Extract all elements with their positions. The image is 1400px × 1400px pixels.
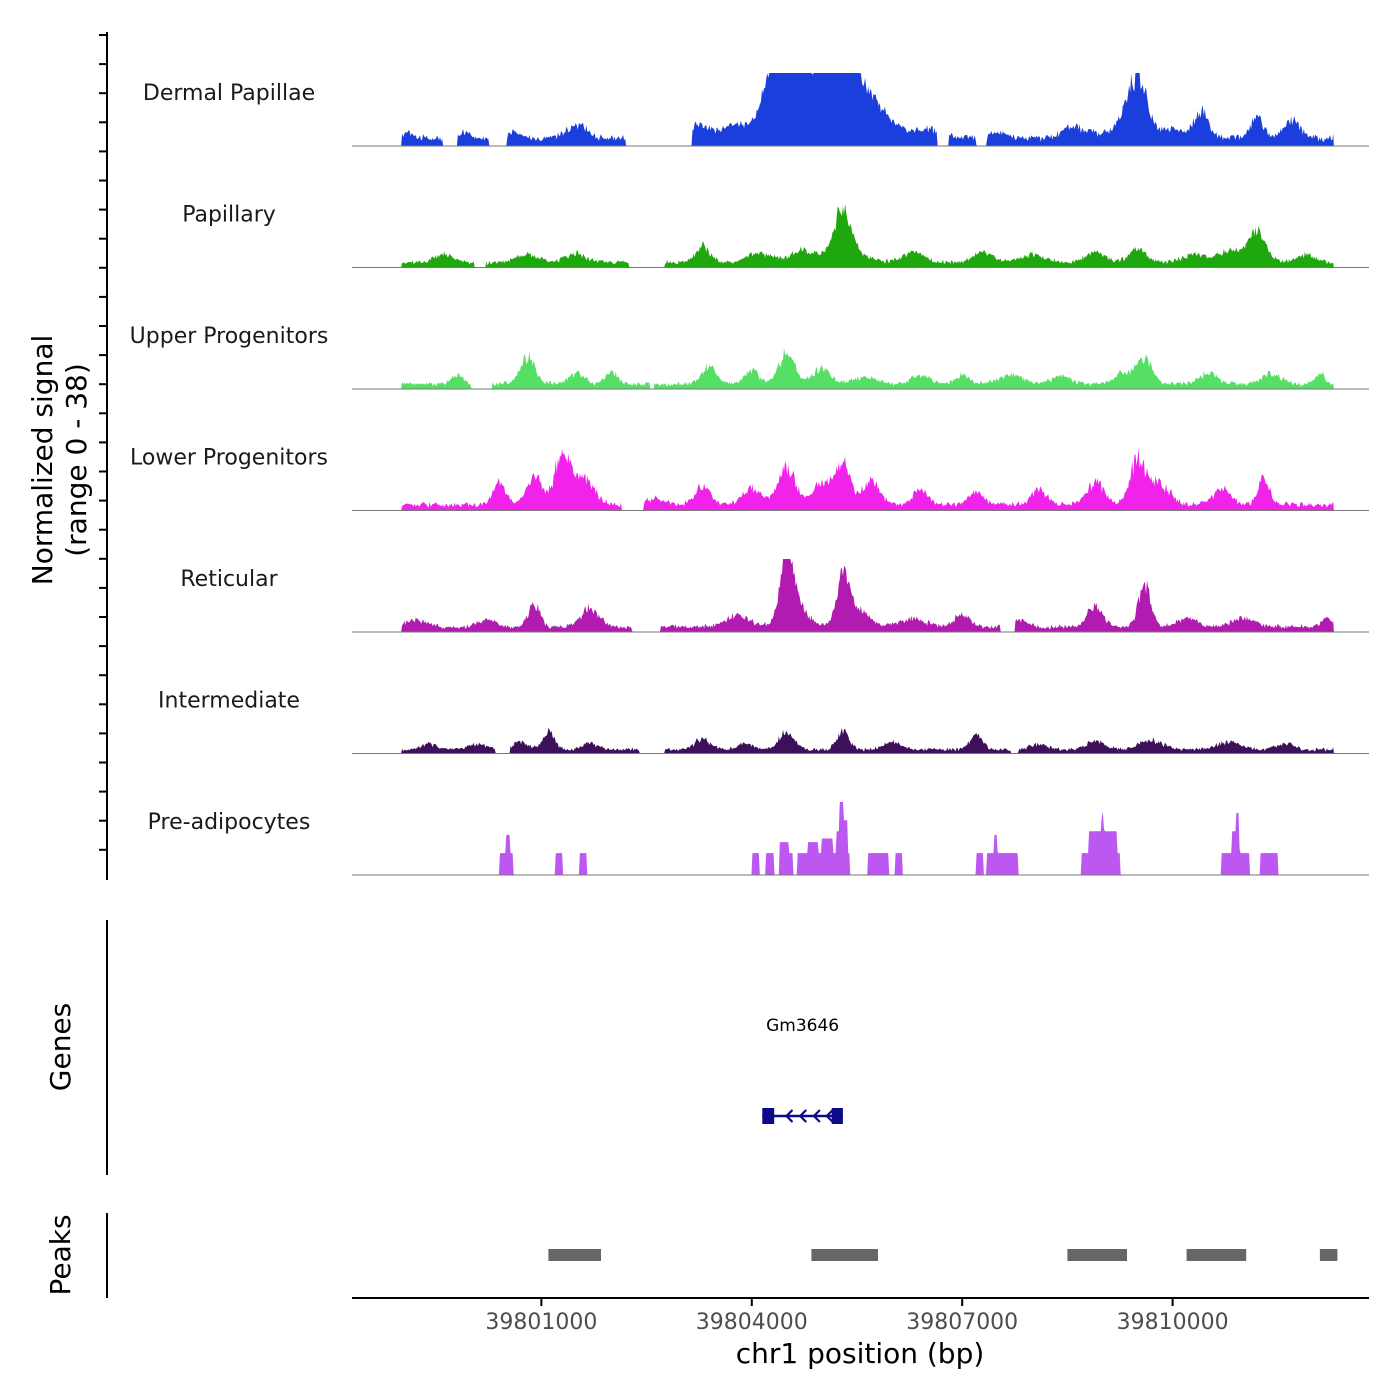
signal-area bbox=[401, 559, 1334, 632]
track-label: Dermal Papillae bbox=[143, 81, 315, 106]
signal-y-axis-ticks bbox=[99, 34, 107, 851]
gene-exon bbox=[831, 1108, 843, 1124]
strand-arrow bbox=[784, 1109, 794, 1123]
x-tick-label: 39810000 bbox=[1117, 1310, 1229, 1335]
track-papillary: Papillary bbox=[182, 203, 1369, 268]
peaks-track bbox=[548, 1249, 1338, 1261]
strand-arrow bbox=[825, 1109, 834, 1123]
genes-track: Gm3646 bbox=[762, 1016, 843, 1124]
track-lower-progenitors: Lower Progenitors bbox=[130, 446, 1369, 511]
signal-y-axis-range: (range 0 - 38) bbox=[60, 363, 93, 557]
track-label: Intermediate bbox=[158, 689, 300, 714]
signal-area bbox=[401, 728, 1334, 754]
signal-area bbox=[401, 73, 1334, 146]
track-label: Papillary bbox=[182, 203, 276, 228]
signal-area bbox=[401, 348, 1334, 389]
signal-area bbox=[401, 802, 1334, 875]
peak-region bbox=[1067, 1249, 1127, 1261]
x-tick-label: 39807000 bbox=[906, 1310, 1018, 1335]
track-label: Lower Progenitors bbox=[130, 446, 328, 471]
track-dermal-papillae: Dermal Papillae bbox=[143, 73, 1369, 147]
track-upper-progenitors: Upper Progenitors bbox=[130, 324, 1369, 390]
signal-tracks: Dermal Papillae Papillary Upper Progenitor… bbox=[130, 73, 1369, 876]
track-intermediate: Intermediate bbox=[158, 689, 1369, 754]
peak-region bbox=[1186, 1249, 1247, 1261]
peak-region bbox=[1319, 1249, 1338, 1261]
genes-panel-label: Genes bbox=[44, 1003, 77, 1091]
gene-exon bbox=[762, 1108, 775, 1124]
x-tick-label: 39804000 bbox=[696, 1310, 808, 1335]
strand-arrow bbox=[812, 1109, 821, 1123]
track-label: Pre-adipocytes bbox=[148, 810, 311, 835]
track-label: Upper Progenitors bbox=[130, 324, 329, 349]
peak-region bbox=[811, 1249, 878, 1261]
x-axis-ticks: 39801000 39804000 39807000 39810000 bbox=[485, 1298, 1229, 1335]
signal-y-axis-label: Normalized signal bbox=[26, 335, 59, 586]
gene-name: Gm3646 bbox=[766, 1016, 839, 1036]
peak-region bbox=[548, 1249, 601, 1261]
peaks-panel-label: Peaks bbox=[44, 1214, 77, 1295]
x-axis-label: chr1 position (bp) bbox=[736, 1337, 985, 1370]
x-tick-label: 39801000 bbox=[485, 1310, 597, 1335]
signal-area bbox=[401, 447, 1334, 511]
signal-area bbox=[401, 204, 1334, 268]
track-pre-adipocytes: Pre-adipocytes bbox=[148, 802, 1369, 876]
track-reticular: Reticular bbox=[180, 559, 1369, 633]
track-label: Reticular bbox=[180, 567, 278, 592]
strand-arrow bbox=[798, 1109, 807, 1123]
